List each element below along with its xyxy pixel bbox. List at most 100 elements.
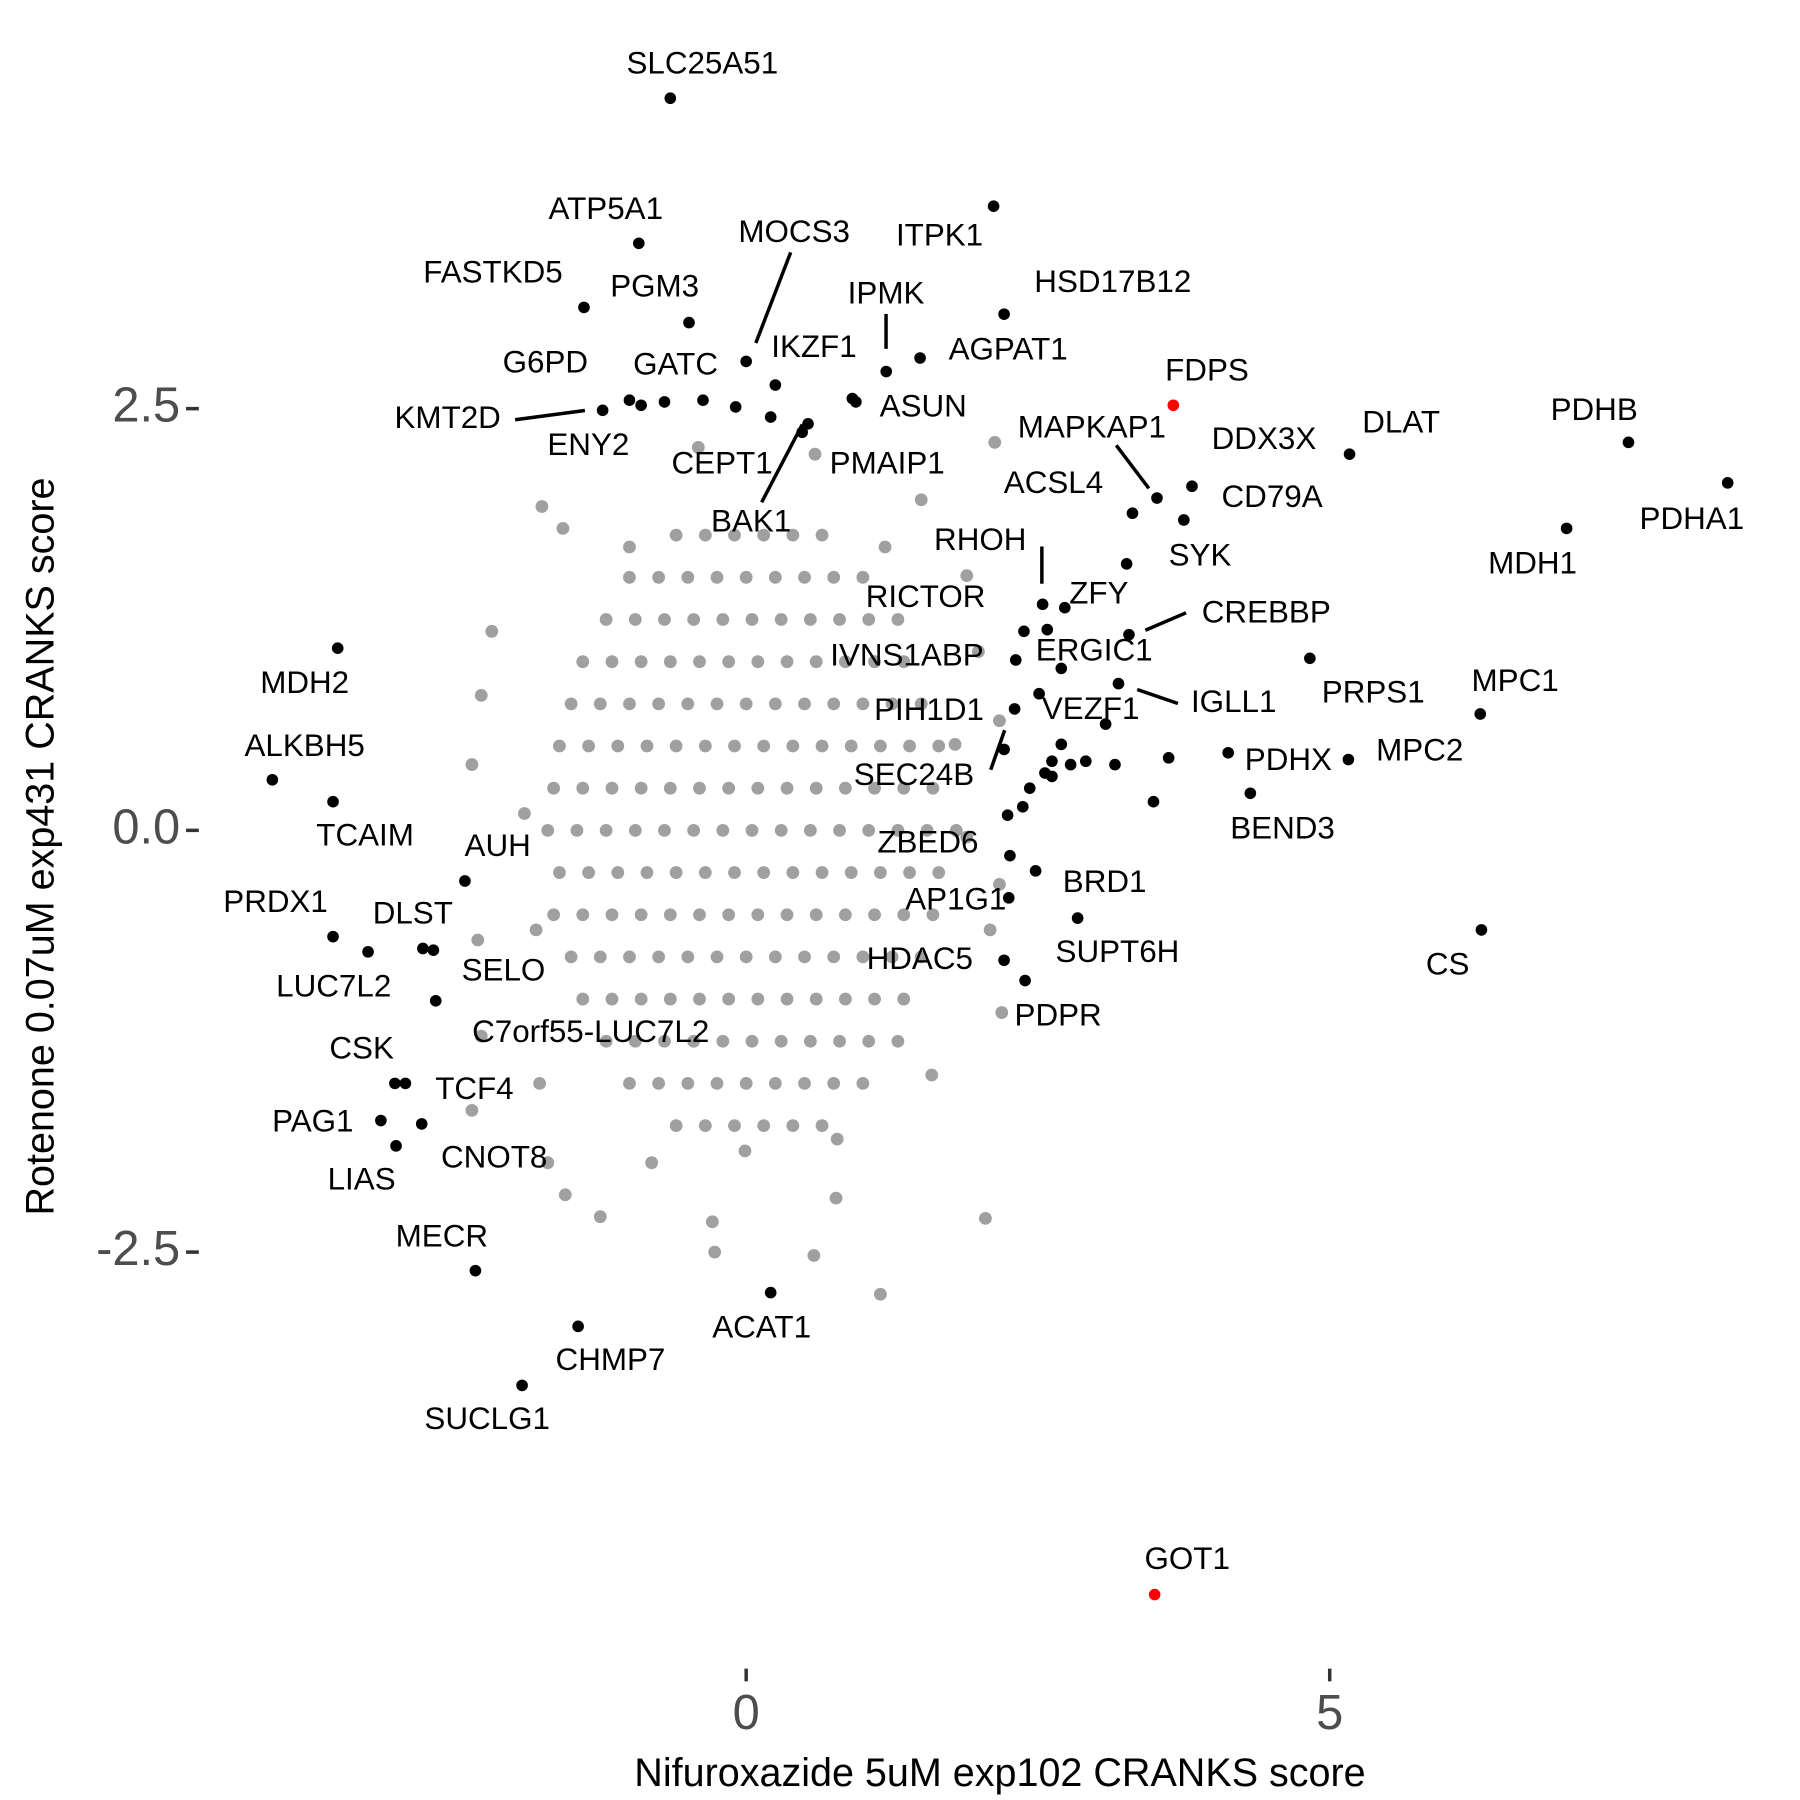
highlight-point bbox=[764, 411, 777, 423]
point-label: PDHX bbox=[1245, 742, 1332, 777]
point-label: CS bbox=[1426, 947, 1470, 982]
background-point bbox=[669, 866, 683, 879]
point-label: TCAIM bbox=[316, 818, 414, 853]
background-point bbox=[698, 1119, 712, 1132]
point-label: G6PD bbox=[503, 344, 588, 379]
background-point bbox=[485, 624, 499, 638]
background-point bbox=[529, 923, 543, 937]
background-point bbox=[558, 1188, 572, 1202]
background-point bbox=[553, 739, 566, 753]
background-point bbox=[518, 807, 531, 820]
leader-line bbox=[514, 408, 586, 422]
highlight-point bbox=[327, 930, 339, 943]
point-label: AGPAT1 bbox=[949, 331, 1068, 366]
point-label: SLC25A51 bbox=[626, 45, 778, 80]
point-label: AUH bbox=[465, 828, 531, 863]
background-point bbox=[856, 1077, 870, 1090]
point-label: MAPKAP1 bbox=[1018, 409, 1166, 444]
background-point bbox=[833, 1034, 846, 1048]
points-layer bbox=[266, 92, 1734, 1601]
background-point bbox=[576, 655, 590, 669]
background-point bbox=[878, 540, 892, 554]
point-label: ALKBH5 bbox=[244, 728, 364, 763]
background-point bbox=[807, 1249, 821, 1262]
background-point bbox=[593, 1210, 607, 1224]
background-point bbox=[628, 823, 642, 837]
background-point bbox=[681, 570, 695, 584]
leader-line bbox=[754, 251, 793, 344]
highlight-point bbox=[266, 773, 279, 786]
background-point bbox=[780, 908, 794, 922]
background-point bbox=[862, 823, 876, 837]
background-point bbox=[533, 1077, 546, 1090]
highlight-point bbox=[1147, 795, 1160, 808]
background-point bbox=[768, 950, 782, 964]
background-point bbox=[786, 866, 800, 879]
background-point bbox=[868, 908, 881, 922]
point-label: ASUN bbox=[880, 388, 967, 423]
point-label: MDH2 bbox=[260, 665, 349, 700]
background-point bbox=[576, 908, 590, 922]
background-point bbox=[576, 781, 590, 795]
point-label: HSD17B12 bbox=[1034, 264, 1191, 299]
point-label: SUCLG1 bbox=[424, 1401, 550, 1436]
background-point bbox=[891, 1034, 905, 1048]
highlight-point bbox=[998, 743, 1010, 756]
background-point bbox=[897, 655, 911, 669]
background-point bbox=[862, 1034, 876, 1048]
point-label: TCF4 bbox=[435, 1071, 513, 1106]
background-point bbox=[465, 1104, 479, 1117]
point-label: PRDX1 bbox=[223, 884, 328, 919]
point-label: FDPS bbox=[1165, 352, 1249, 387]
point-label: MPC1 bbox=[1472, 663, 1559, 698]
highlight-point bbox=[1004, 849, 1016, 862]
background-point bbox=[993, 877, 1006, 891]
background-point bbox=[669, 739, 683, 753]
background-point bbox=[663, 908, 677, 922]
background-point bbox=[716, 823, 730, 837]
highlight-point bbox=[427, 944, 440, 956]
background-point bbox=[547, 908, 561, 922]
background-point bbox=[979, 1211, 992, 1225]
point-label: FASTKD5 bbox=[423, 255, 562, 290]
background-point bbox=[652, 697, 666, 711]
background-point bbox=[815, 1119, 829, 1132]
background-point bbox=[833, 823, 846, 837]
background-point bbox=[827, 1077, 841, 1090]
background-point bbox=[995, 1006, 1009, 1019]
highlight-point bbox=[1018, 625, 1030, 638]
background-point bbox=[722, 908, 736, 922]
background-point bbox=[891, 823, 905, 837]
highlight-point bbox=[1029, 865, 1042, 877]
background-point bbox=[932, 866, 946, 879]
background-point bbox=[827, 570, 841, 584]
point-label: ITPK1 bbox=[896, 218, 983, 253]
point-label: ERGIC1 bbox=[1036, 633, 1153, 668]
background-point bbox=[833, 613, 846, 626]
background-point bbox=[705, 1215, 719, 1229]
point-label: ENY2 bbox=[547, 427, 629, 462]
background-point bbox=[751, 781, 765, 795]
highlight-point bbox=[1474, 708, 1487, 720]
background-point bbox=[914, 950, 928, 964]
background-point bbox=[972, 645, 985, 658]
point-label: MOCS3 bbox=[738, 214, 850, 249]
point-label: BAK1 bbox=[711, 504, 791, 539]
point-label: SYK bbox=[1169, 537, 1232, 572]
background-point bbox=[623, 540, 636, 554]
highlight-point bbox=[1064, 758, 1077, 771]
highlight-point bbox=[623, 394, 636, 407]
point-label: ACSL4 bbox=[1004, 465, 1103, 500]
background-point bbox=[716, 1034, 730, 1048]
background-point bbox=[809, 655, 823, 669]
point-label: BRD1 bbox=[1063, 864, 1147, 899]
background-point bbox=[786, 528, 800, 542]
background-point bbox=[751, 992, 765, 1006]
background-point bbox=[897, 781, 911, 795]
background-point bbox=[798, 950, 811, 964]
background-point bbox=[798, 1077, 811, 1090]
highlight-point bbox=[664, 92, 677, 105]
background-point bbox=[663, 655, 677, 669]
background-point bbox=[803, 613, 817, 626]
highlight-point bbox=[635, 399, 647, 412]
